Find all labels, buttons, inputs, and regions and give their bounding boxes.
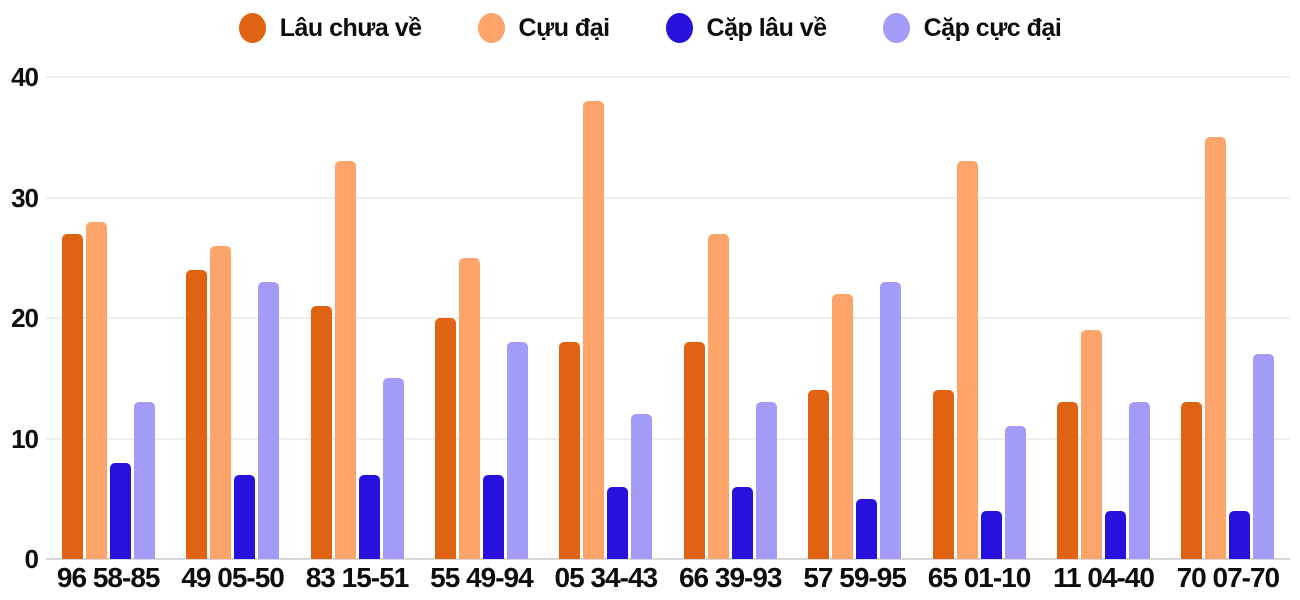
bar [85, 221, 107, 559]
bar-group-5 [544, 77, 668, 559]
bar [109, 462, 131, 559]
gridline-10 [46, 437, 1290, 440]
bar [1253, 354, 1275, 559]
bar [880, 281, 902, 559]
legend-item-4[interactable]: Cặp cực đại [882, 13, 1062, 43]
bar [61, 233, 83, 559]
bar-group-9 [1041, 77, 1165, 559]
bar-group-10 [1166, 77, 1290, 559]
legend-label: Cặp lâu về [706, 13, 828, 42]
bar [234, 474, 256, 559]
bar [310, 305, 332, 559]
bar [1056, 402, 1078, 559]
bar [1004, 426, 1026, 559]
y-axis-tick-label: 30 [11, 182, 39, 213]
y-axis-tick-label: 20 [11, 303, 39, 333]
bar [506, 342, 528, 559]
bar [210, 245, 232, 559]
bar-groups [46, 77, 1290, 559]
bar-group-6 [668, 77, 792, 559]
x-axis-category-label: 70 07-70 [1176, 562, 1281, 593]
bar-group-8 [917, 77, 1041, 559]
bar [755, 402, 777, 559]
legend-label: Cặp cực đại [923, 13, 1062, 42]
y-axis-tick-label: 0 [24, 544, 40, 574]
bar [707, 233, 729, 559]
bar [334, 161, 356, 559]
bar [358, 474, 380, 559]
gridline-20 [46, 317, 1290, 319]
gridline-40 [46, 76, 1290, 78]
x-axis-category-label: 65 01-10 [927, 562, 1032, 593]
x-axis-labels: 96 58-85 49 05-50 83 15-51 55 49-94 05 34-43… [46, 559, 1290, 594]
bar [980, 510, 1002, 559]
bar [482, 474, 504, 559]
bar [583, 101, 605, 559]
bar [186, 269, 208, 559]
x-axis-category-label: 49 05-50 [181, 562, 285, 593]
legend-item-2[interactable]: Cựu đại [477, 13, 611, 43]
y-axis-tick-label: 10 [11, 423, 39, 454]
x-axis-category-label: 05 34-43 [554, 562, 659, 593]
bar-group-1 [46, 77, 170, 559]
bar-group-2 [170, 77, 294, 559]
bar [258, 281, 280, 559]
bar-group-3 [295, 77, 419, 559]
x-axis-category-label: 83 15-51 [305, 562, 410, 593]
bar [731, 486, 753, 559]
bar [1104, 510, 1126, 559]
legend-swatch-icon [477, 13, 505, 43]
y-axis-labels: 0 10 20 30 40 [0, 64, 39, 572]
legend-item-3[interactable]: Cặp lâu về [665, 13, 828, 43]
x-axis-category-label: 57 59-95 [803, 562, 907, 593]
bar [133, 402, 155, 559]
gridline-0 [46, 558, 1290, 560]
legend-label: Lâu chưa về [279, 13, 422, 42]
legend-swatch-icon [665, 13, 693, 43]
bar [808, 390, 830, 559]
bar [1229, 510, 1251, 559]
bar [1205, 137, 1227, 559]
bar [434, 318, 456, 559]
bar [932, 390, 954, 559]
bar [1128, 402, 1150, 559]
bar [832, 293, 854, 559]
legend-label: Cựu đại [518, 13, 611, 42]
bar [1181, 402, 1203, 559]
x-axis-category-label: 66 39-93 [678, 562, 783, 593]
legend: Lâu chưa về Cựu đại Cặp lâu về Cặp cực đại [0, 6, 1300, 50]
legend-swatch-icon [238, 13, 266, 43]
legend-item-1[interactable]: Lâu chưa về [238, 13, 422, 43]
legend-swatch-icon [882, 13, 910, 43]
bar-group-7 [792, 77, 916, 559]
gridline-30 [46, 196, 1290, 199]
plot-area: 96 58-85 49 05-50 83 15-51 55 49-94 05 34-43… [46, 76, 1290, 593]
bar [856, 498, 878, 559]
bar [607, 486, 629, 559]
y-axis-tick-label: 40 [11, 62, 39, 92]
bar-group-4 [419, 77, 543, 559]
bar [631, 414, 653, 559]
bar [458, 257, 480, 559]
bar [956, 161, 978, 559]
bar [683, 342, 705, 559]
x-axis-category-label: 55 49-94 [430, 562, 534, 593]
x-axis-category-label: 96 58-85 [56, 562, 161, 593]
x-axis-category-label: 11 04-40 [1052, 562, 1155, 593]
bar [1080, 330, 1102, 559]
bar [559, 342, 581, 559]
bar [382, 378, 404, 559]
